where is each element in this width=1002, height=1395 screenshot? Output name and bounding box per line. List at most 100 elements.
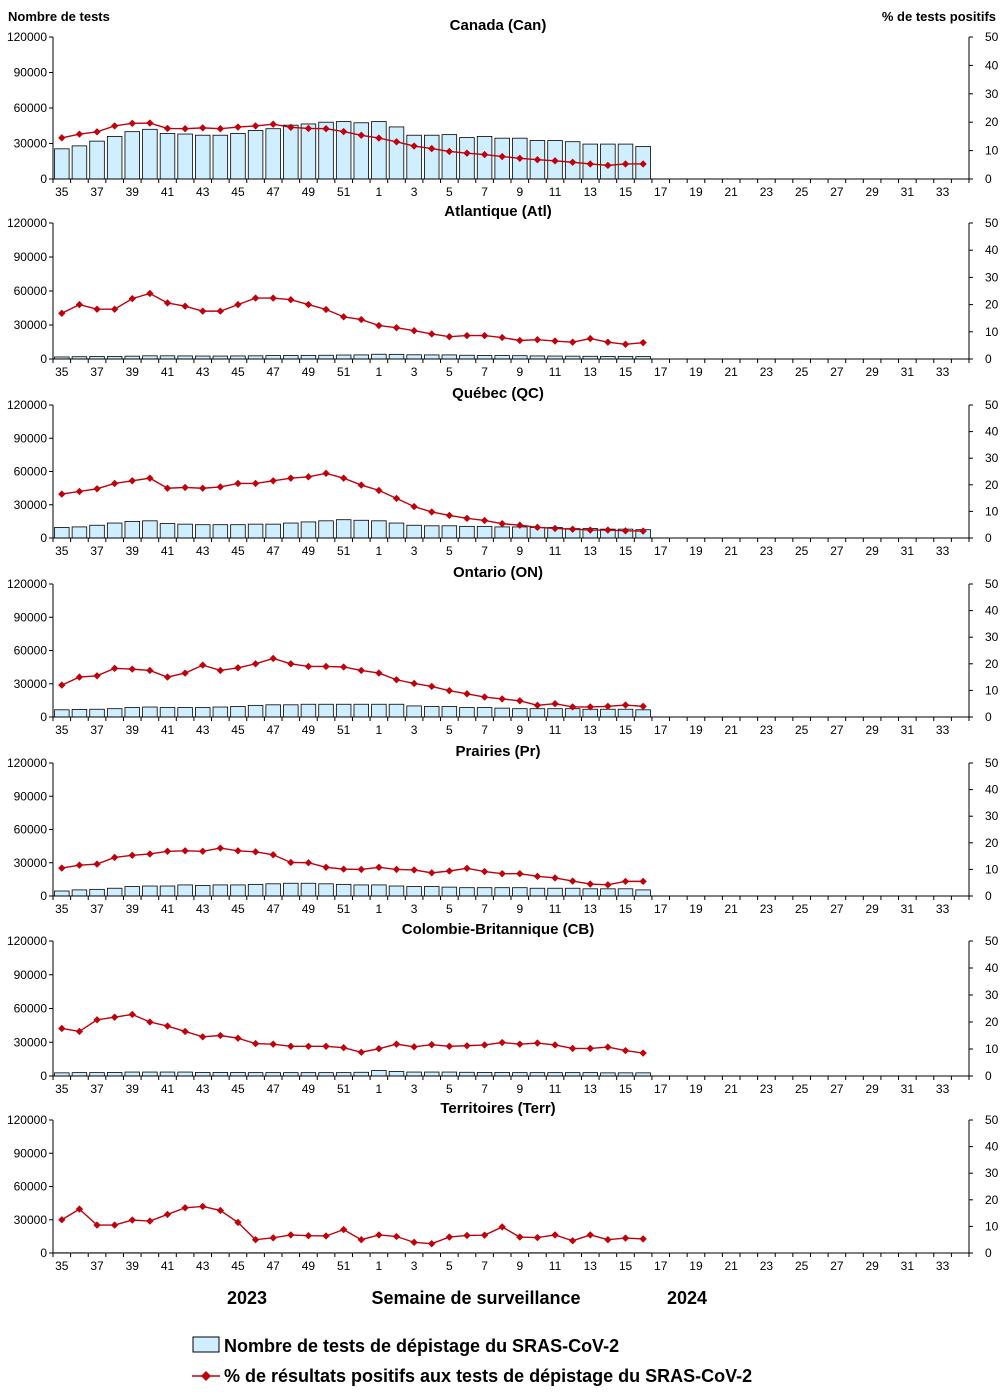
positivity-point-week-1 <box>375 134 383 142</box>
test-bar-week-44 <box>212 706 229 718</box>
x-tick-label: 23 <box>760 365 774 379</box>
positivity-point-week-3 <box>410 327 418 335</box>
right-tick-label: 20 <box>985 657 999 671</box>
positivity-point-week-41 <box>163 1210 172 1219</box>
x-tick-label: 25 <box>795 185 809 199</box>
x-tick-label: 41 <box>161 185 175 199</box>
positivity-point-week-52 <box>357 481 365 489</box>
positivity-point-week-45 <box>234 847 242 855</box>
test-bar-week-48 <box>283 882 299 897</box>
test-bar-week-41 <box>159 707 176 718</box>
x-tick-label: 39 <box>126 365 140 379</box>
panel-title: Prairies (Pr) <box>455 743 540 760</box>
left-tick-label: 90000 <box>14 431 48 445</box>
test-bar-week-44 <box>212 134 229 180</box>
x-tick-label: 49 <box>302 723 316 737</box>
positivity-point-week-16 <box>639 702 647 711</box>
x-tick-label: 49 <box>302 1082 316 1096</box>
right-tick-label: 10 <box>985 1219 999 1233</box>
test-bar-week-8 <box>494 355 510 360</box>
x-tick-label: 3 <box>411 185 418 199</box>
legend-bar-swatch <box>192 1336 220 1353</box>
positivity-point-week-36 <box>75 300 84 309</box>
test-bar-week-40 <box>142 706 158 718</box>
positivity-point-week-39 <box>128 294 136 303</box>
x-tick-label: 11 <box>549 1259 562 1273</box>
positivity-point-week-47 <box>269 294 277 302</box>
positivity-point-week-4 <box>428 682 436 691</box>
right-tick-label: 50 <box>985 934 999 948</box>
positivity-point-week-4 <box>428 330 436 338</box>
positivity-point-week-35 <box>58 1024 66 1033</box>
test-bar-week-15 <box>617 888 634 897</box>
test-bar-week-43 <box>195 524 211 539</box>
x-axis-title: Semaine de surveillance <box>371 1288 580 1308</box>
x-tick-label: 9 <box>516 185 523 199</box>
x-tick-label: 41 <box>161 902 175 916</box>
positivity-point-week-50 <box>322 1232 330 1240</box>
test-bar-week-50 <box>318 520 334 539</box>
positivity-point-week-10 <box>533 701 542 709</box>
test-bar-week-43 <box>195 885 211 897</box>
positivity-point-week-37 <box>93 860 101 868</box>
positivity-point-week-38 <box>110 664 119 672</box>
test-bar-week-50 <box>318 703 334 718</box>
x-tick-label: 27 <box>830 1082 844 1096</box>
test-bar-week-5 <box>441 525 458 539</box>
x-tick-label: 15 <box>619 902 633 916</box>
positivity-point-week-8 <box>498 695 506 703</box>
positivity-point-week-50 <box>322 305 330 314</box>
positivity-point-week-48 <box>287 1042 295 1050</box>
test-bar-week-5 <box>441 706 458 718</box>
positivity-point-week-15 <box>621 877 630 886</box>
x-tick-label: 13 <box>584 365 598 379</box>
x-tick-label: 45 <box>231 902 245 916</box>
left-tick-label: 30000 <box>14 498 48 512</box>
test-bar-week-52 <box>353 354 369 360</box>
positivity-point-week-52 <box>357 865 365 874</box>
positivity-point-week-2 <box>392 494 401 503</box>
x-tick-label: 49 <box>302 544 316 558</box>
positivity-point-week-13 <box>586 526 594 534</box>
right-tick-label: 10 <box>985 325 999 339</box>
positivity-point-week-37 <box>93 485 101 493</box>
test-bar-week-46 <box>247 704 264 718</box>
positivity-point-week-49 <box>304 1042 313 1050</box>
test-bar-week-36 <box>71 526 88 539</box>
positivity-point-week-6 <box>463 331 471 340</box>
x-tick-label: 31 <box>901 1259 915 1273</box>
x-tick-label: 21 <box>725 723 739 737</box>
x-tick-label: 33 <box>936 723 950 737</box>
positivity-point-week-52 <box>357 1048 365 1056</box>
positivity-point-week-46 <box>251 294 260 302</box>
x-tick-label: 45 <box>231 723 245 737</box>
positivity-point-week-51 <box>339 663 348 671</box>
test-bar-week-38 <box>106 135 123 180</box>
positivity-point-week-9 <box>516 336 524 345</box>
right-tick-label: 40 <box>985 783 999 797</box>
test-bar-week-1 <box>371 1070 387 1077</box>
test-bar-week-45 <box>230 524 246 539</box>
positivity-point-week-7 <box>480 693 489 701</box>
x-tick-label: 3 <box>411 1082 418 1096</box>
positivity-point-week-39 <box>128 1216 136 1224</box>
test-bar-week-46 <box>247 130 264 180</box>
right-tick-label: 50 <box>985 30 999 44</box>
positivity-point-week-12 <box>568 525 577 533</box>
positivity-point-week-5 <box>445 867 454 875</box>
x-tick-label: 45 <box>231 544 245 558</box>
right-tick-label: 50 <box>985 398 999 412</box>
positivity-point-week-6 <box>463 514 471 522</box>
positivity-point-week-46 <box>251 1039 260 1048</box>
positivity-line <box>61 1013 644 1054</box>
test-bar-week-2 <box>388 703 405 718</box>
positivity-point-week-15 <box>621 1234 630 1242</box>
test-bar-week-13 <box>582 888 598 897</box>
left-tick-label: 60000 <box>14 644 48 658</box>
test-bar-week-3 <box>406 134 422 180</box>
x-tick-label: 27 <box>830 365 844 379</box>
x-tick-label: 7 <box>481 365 488 379</box>
x-tick-label: 17 <box>654 544 668 558</box>
positivity-point-week-47 <box>269 1234 277 1242</box>
test-bar-week-49 <box>300 354 317 360</box>
